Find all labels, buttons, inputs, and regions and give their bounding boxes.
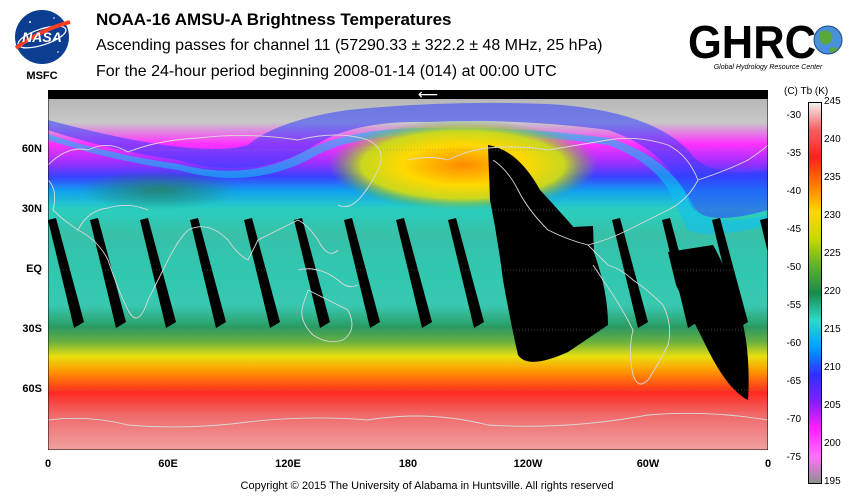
longitude-label: 120W: [513, 458, 543, 470]
orbit-gap: [294, 218, 330, 328]
nasa-logo: NASA: [14, 10, 71, 64]
colorbar-celsius-label: -60: [786, 338, 801, 350]
colorbar-kelvin-label: 215: [824, 324, 841, 335]
orbit-gap: [190, 218, 226, 328]
colorbar: [808, 102, 822, 484]
title-period: For the 24-hour period beginning 2008-01…: [96, 63, 557, 80]
orbit-gap: [760, 218, 768, 254]
colorbar-celsius-label: -50: [786, 262, 801, 274]
colorbar-celsius-label: -70: [786, 414, 801, 426]
ghrc-wordmark: GHRC: [688, 16, 816, 68]
latitude-label: EQ: [26, 263, 42, 275]
orbit-gap: [344, 218, 380, 328]
orbit-gap: [140, 218, 176, 328]
colorbar-header: (C) Tb (K): [784, 86, 829, 97]
latitude-label: 30S: [22, 323, 42, 335]
longitude-label: 0: [764, 458, 772, 470]
latitude-label: 60S: [22, 383, 42, 395]
orbit-gap: [48, 218, 84, 328]
colorbar-kelvin-label: 245: [824, 96, 841, 107]
colorbar-kelvin-label: 235: [824, 172, 841, 183]
nasa-wordmark: NASA: [22, 29, 62, 45]
colorbar-celsius-label: -65: [786, 376, 801, 388]
coastlines: [48, 134, 768, 428]
colorbar-kelvin-label: 195: [824, 476, 841, 487]
brightness-temperature-map: ⟵: [48, 90, 768, 450]
orbit-gap: [712, 218, 748, 328]
title-satellite: NOAA-16 AMSU-A Brightness Temperatures: [96, 10, 452, 29]
colorbar-celsius-label: -55: [786, 300, 801, 312]
orbit-gap: [612, 218, 648, 328]
colorbar-kelvin-label: 240: [824, 134, 841, 145]
colorbar-kelvin-label: 230: [824, 210, 841, 221]
longitude-label: 60E: [158, 458, 178, 470]
orbit-gap: [90, 218, 126, 328]
colorbar-kelvin-label: 225: [824, 248, 841, 259]
colorbar-kelvin-label: 210: [824, 362, 841, 373]
copyright-notice: Copyright © 2015 The University of Alaba…: [240, 480, 614, 492]
ghrc-subtitle: Global Hydrology Resource Center: [713, 64, 823, 71]
colorbar-kelvin-label: 205: [824, 400, 841, 411]
ghrc-logo: GHRC: [688, 16, 843, 68]
colorbar-celsius-label: -40: [786, 186, 801, 198]
longitude-label: 0: [44, 458, 52, 470]
msfc-label: MSFC: [26, 70, 58, 82]
longitude-label: 60W: [636, 458, 660, 470]
longitude-label: 180: [398, 458, 418, 470]
colorbar-celsius-label: -75: [786, 452, 801, 464]
colorbar-celsius-label: -30: [786, 110, 801, 122]
pass-direction-arrow-icon: ⟵: [418, 90, 438, 103]
colorbar-kelvin-label: 200: [824, 438, 841, 449]
colorbar-celsius-label: -35: [786, 148, 801, 160]
title-channel: Ascending passes for channel 11 (57290.3…: [96, 37, 603, 54]
colorbar-kelvin-label: 220: [824, 286, 841, 297]
orbit-gap: [396, 218, 432, 328]
longitude-label: 120E: [275, 458, 301, 470]
colorbar-celsius-label: -45: [786, 224, 801, 236]
orbit-gap: [244, 218, 280, 328]
latitude-label: 60N: [21, 143, 42, 155]
orbit-gap: [448, 218, 484, 328]
latitude-label: 30N: [21, 203, 42, 215]
